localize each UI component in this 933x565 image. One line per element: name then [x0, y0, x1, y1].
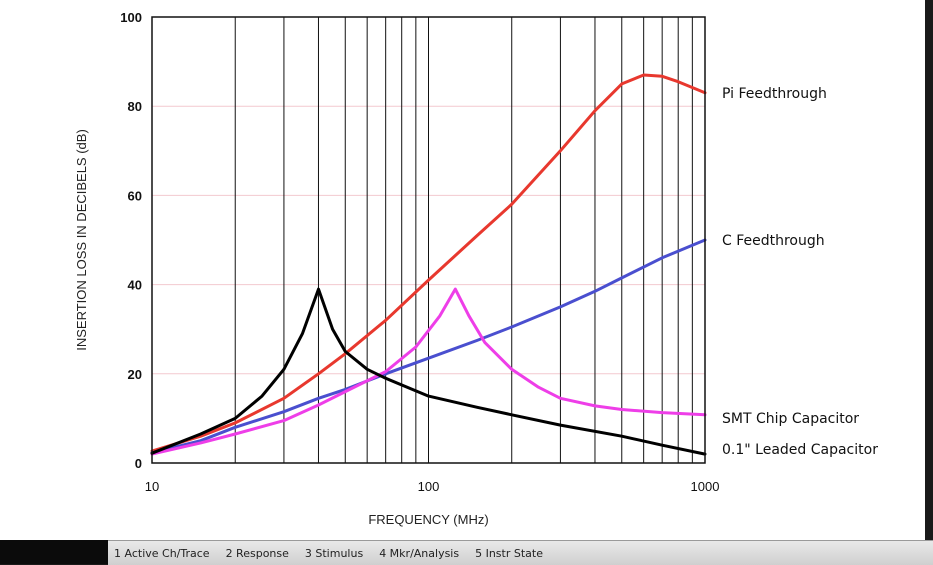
x-tick-label: 100 [418, 479, 440, 494]
menu-mkr-analysis[interactable]: 4 Mkr/Analysis [379, 546, 460, 560]
series-label-2: SMT Chip Capacitor [722, 411, 859, 427]
y-tick-label: 60 [128, 188, 142, 203]
series-line-1 [150, 238, 707, 455]
taskbar-edge [0, 540, 108, 564]
series-label-1: C Feedthrough [722, 233, 825, 249]
y-tick-label: 0 [135, 456, 142, 471]
series-lines [150, 73, 707, 456]
y-tick-label: 100 [120, 10, 142, 25]
series-line-3 [150, 287, 707, 456]
x-tick-label: 1000 [691, 479, 720, 494]
insertion-loss-chart: 0 20 40 60 80 100 10 100 1000 Pi Feedthrough C Fe… [74, 10, 878, 527]
series-line-2 [150, 287, 707, 456]
menu-instr-state[interactable]: 5 Instr State [475, 546, 543, 560]
grid [152, 17, 705, 463]
x-tick-label: 10 [145, 479, 159, 494]
series-labels: Pi Feedthrough C Feedthrough SMT Chip Capa… [722, 86, 878, 458]
slide: 0 20 40 60 80 100 10 100 1000 Pi Feedthrough C Fe… [0, 0, 925, 540]
x-axis-label: FREQUENCY (MHz) [368, 512, 488, 527]
menu-stimulus[interactable]: 3 Stimulus [304, 546, 364, 560]
plot-frame [151, 16, 706, 464]
y-tick-label: 40 [128, 278, 142, 293]
tick-labels: 0 20 40 60 80 100 10 100 1000 [120, 10, 719, 494]
series-line-0 [150, 73, 707, 453]
menu-response[interactable]: 2 Response [225, 546, 289, 560]
menu-active-ch-trace[interactable]: 1 Active Ch/Trace [114, 546, 210, 560]
y-tick-label: 20 [128, 367, 142, 382]
y-tick-label: 80 [128, 99, 142, 114]
instrument-menu-bar: 1 Active Ch/Trace 2 Response 3 Stimulus … [108, 540, 933, 565]
y-axis-label: INSERTION LOSS IN DECIBELS (dB) [74, 129, 89, 351]
series-label-0: Pi Feedthrough [722, 86, 827, 102]
series-label-3: 0.1" Leaded Capacitor [722, 442, 878, 458]
